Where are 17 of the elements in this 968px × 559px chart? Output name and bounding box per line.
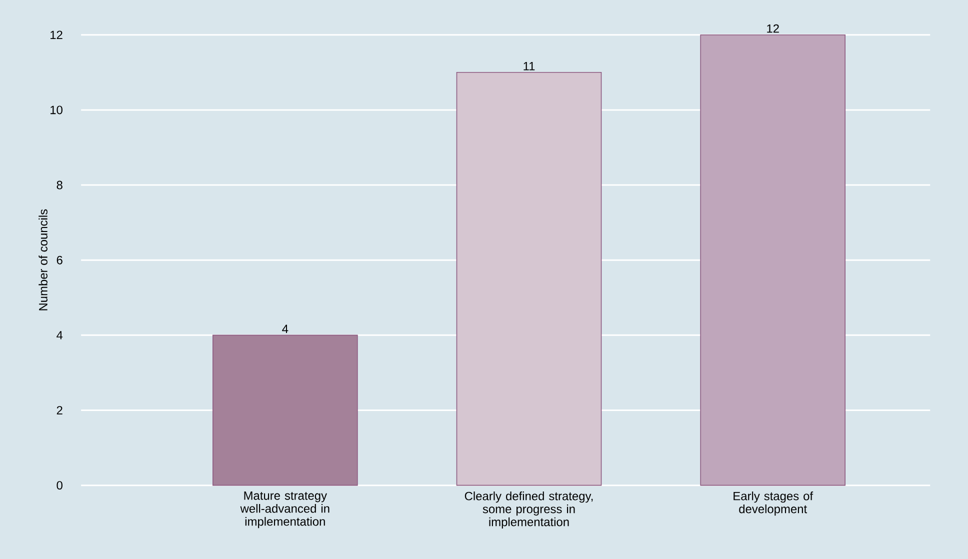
y-tick-label: 6: [56, 256, 62, 264]
y-tick-label: 12: [50, 30, 62, 40]
x-tick-label: Clearly defined strategy, some progress in implementation: [464, 491, 593, 529]
y-tick-label: 10: [50, 106, 62, 114]
data-label: 12: [767, 24, 779, 33]
data-label: 4: [282, 324, 288, 333]
y-tick-label: 4: [56, 331, 63, 340]
x-tick-label: Mature strategy well-advanced in implementation: [240, 491, 330, 528]
y-axis-title: Number of councils: [38, 209, 48, 310]
y-tick-label: 0: [56, 481, 62, 490]
data-label: 11: [524, 62, 535, 70]
bar: [456, 72, 602, 486]
bar: [212, 334, 358, 486]
bar: [700, 34, 846, 486]
x-tick-label: Early stages of development: [734, 491, 814, 516]
y-tick-label: 8: [56, 180, 62, 190]
y-tick-label: 2: [56, 406, 62, 414]
